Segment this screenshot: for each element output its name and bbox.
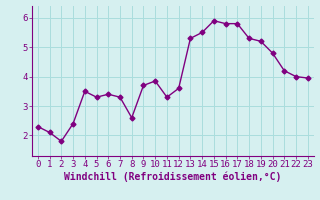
X-axis label: Windchill (Refroidissement éolien,°C): Windchill (Refroidissement éolien,°C) [64, 172, 282, 182]
